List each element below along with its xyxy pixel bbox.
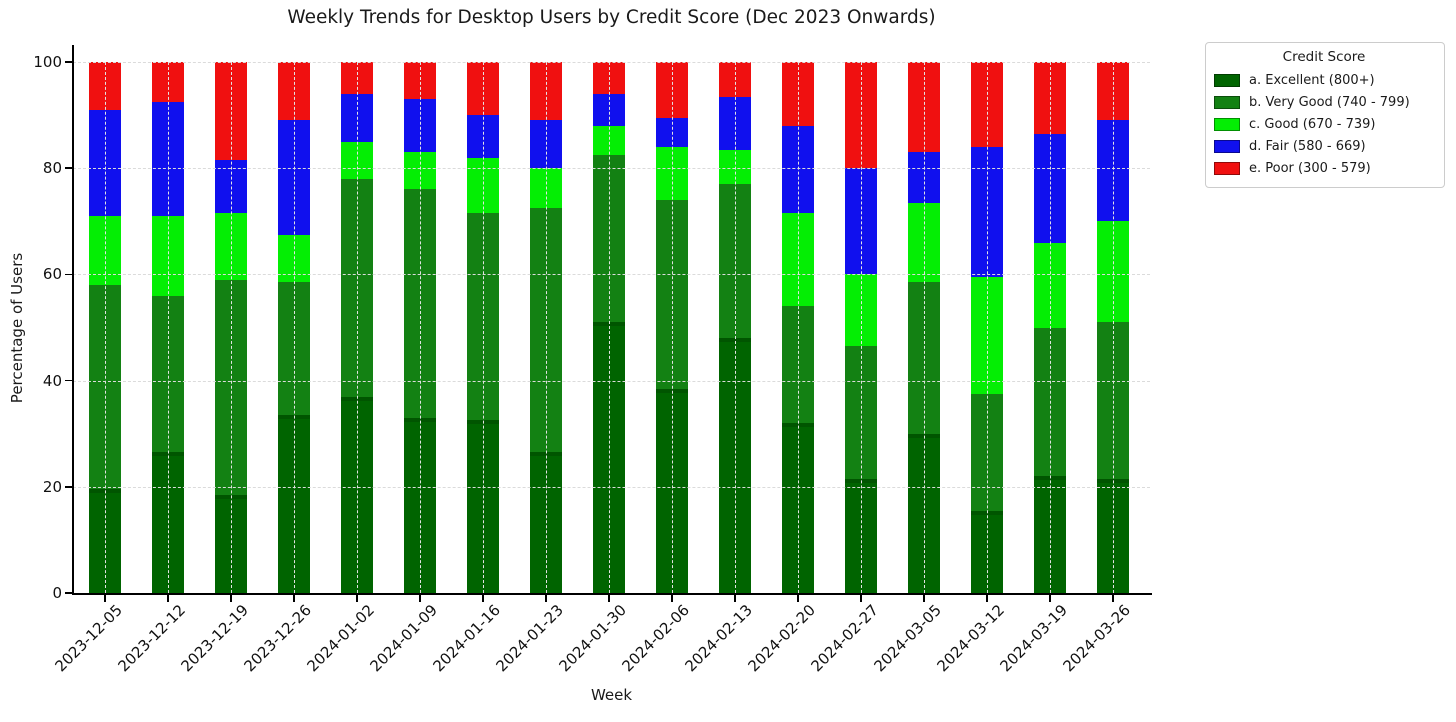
y-tick bbox=[65, 486, 72, 488]
x-tick-label: 2024-01-23 bbox=[492, 601, 567, 676]
chart-title: Weekly Trends for Desktop Users by Credi… bbox=[287, 7, 936, 28]
x-tick bbox=[797, 595, 799, 602]
x-axis-title: Week bbox=[590, 686, 633, 704]
y-tick bbox=[65, 592, 72, 594]
x-tick bbox=[104, 595, 106, 602]
x-tick-label: 2023-12-12 bbox=[114, 601, 189, 676]
x-tick bbox=[545, 595, 547, 602]
x-gridline bbox=[294, 62, 295, 593]
legend-swatch bbox=[1214, 117, 1240, 131]
legend-entry: c. Good (670 - 739) bbox=[1214, 113, 1434, 135]
y-tick-label: 100 bbox=[33, 53, 62, 71]
legend-entry: a. Excellent (800+) bbox=[1214, 69, 1434, 91]
legend-swatch bbox=[1214, 139, 1240, 153]
x-tick-label: 2023-12-05 bbox=[51, 601, 126, 676]
x-tick-label: 2024-02-20 bbox=[744, 601, 819, 676]
legend-rows: a. Excellent (800+) b. Very Good (740 - 7… bbox=[1214, 69, 1434, 179]
x-tick bbox=[482, 595, 484, 602]
legend-entry: e. Poor (300 - 579) bbox=[1214, 157, 1434, 179]
x-gridline bbox=[546, 62, 547, 593]
x-gridline bbox=[105, 62, 106, 593]
legend-title: Credit Score bbox=[1282, 49, 1366, 65]
x-tick bbox=[734, 595, 736, 602]
legend-swatch bbox=[1214, 73, 1240, 87]
x-gridline bbox=[987, 62, 988, 593]
x-gridline bbox=[735, 62, 736, 593]
x-tick bbox=[1049, 595, 1051, 602]
y-axis-spine bbox=[72, 45, 74, 593]
x-tick bbox=[671, 595, 673, 602]
x-tick-label: 2024-02-13 bbox=[681, 601, 756, 676]
y-tick-label: 20 bbox=[42, 477, 62, 496]
x-tick bbox=[293, 595, 295, 602]
x-tick bbox=[986, 595, 988, 602]
y-gridline bbox=[73, 62, 1150, 63]
y-gridline bbox=[73, 380, 1150, 382]
x-axis-spine bbox=[72, 593, 1152, 595]
legend-swatch bbox=[1214, 161, 1240, 175]
legend-entry-label: b. Very Good (740 - 799) bbox=[1249, 94, 1410, 110]
x-tick-label: 2023-12-19 bbox=[177, 601, 252, 676]
x-tick bbox=[356, 595, 358, 602]
y-tick-label: 60 bbox=[42, 265, 62, 284]
y-gridline bbox=[73, 168, 1150, 170]
x-tick-label: 2024-01-09 bbox=[366, 601, 441, 676]
y-axis-title: Percentage of Users bbox=[8, 252, 26, 404]
x-tick bbox=[1112, 595, 1114, 602]
x-tick-label: 2024-01-30 bbox=[555, 601, 630, 676]
x-tick-label: 2023-12-26 bbox=[240, 601, 315, 676]
x-gridline bbox=[420, 62, 421, 593]
x-tick bbox=[167, 595, 169, 602]
plot-area bbox=[73, 62, 1150, 593]
x-tick-label: 2024-02-27 bbox=[807, 601, 882, 676]
y-tick bbox=[65, 379, 72, 382]
y-tick-label: 40 bbox=[42, 371, 62, 390]
legend-entry-label: d. Fair (580 - 669) bbox=[1249, 138, 1366, 154]
legend-entry-label: a. Excellent (800+) bbox=[1249, 72, 1375, 88]
x-tick-label: 2024-01-02 bbox=[303, 601, 378, 676]
x-tick-label: 2024-03-26 bbox=[1059, 601, 1134, 676]
x-tick-label: 2024-01-16 bbox=[429, 601, 504, 676]
x-tick bbox=[230, 595, 232, 602]
y-tick-label: 0 bbox=[52, 584, 62, 602]
legend-entry-label: c. Good (670 - 739) bbox=[1249, 116, 1376, 132]
y-tick bbox=[65, 61, 72, 63]
x-tick bbox=[860, 595, 862, 602]
legend-entry-label: e. Poor (300 - 579) bbox=[1249, 160, 1371, 176]
x-gridline bbox=[861, 62, 862, 593]
y-gridline bbox=[73, 486, 1150, 488]
x-tick bbox=[419, 595, 421, 602]
x-gridline bbox=[609, 62, 610, 593]
x-gridline bbox=[168, 62, 169, 593]
x-tick bbox=[608, 595, 610, 602]
y-tick bbox=[65, 167, 72, 169]
x-tick-label: 2024-03-19 bbox=[996, 601, 1071, 676]
x-tick bbox=[923, 595, 925, 602]
x-tick-label: 2024-03-12 bbox=[933, 601, 1008, 676]
x-gridline bbox=[1050, 62, 1051, 593]
legend-entry: b. Very Good (740 - 799) bbox=[1214, 91, 1434, 113]
x-gridline bbox=[231, 62, 232, 593]
x-gridline bbox=[672, 62, 673, 593]
x-gridline bbox=[483, 62, 484, 593]
y-gridline bbox=[73, 274, 1150, 276]
x-tick-label: 2024-03-05 bbox=[870, 601, 945, 676]
x-gridline bbox=[357, 62, 358, 593]
legend-entry: d. Fair (580 - 669) bbox=[1214, 135, 1434, 157]
legend-swatch bbox=[1214, 95, 1240, 109]
x-gridline bbox=[1113, 62, 1114, 593]
y-tick bbox=[65, 273, 72, 276]
x-gridline bbox=[798, 62, 799, 593]
legend: Credit Score a. Excellent (800+) b. Very … bbox=[1205, 42, 1445, 188]
x-gridline bbox=[924, 62, 925, 593]
x-tick-label: 2024-02-06 bbox=[618, 601, 693, 676]
y-tick-label: 80 bbox=[42, 159, 62, 178]
